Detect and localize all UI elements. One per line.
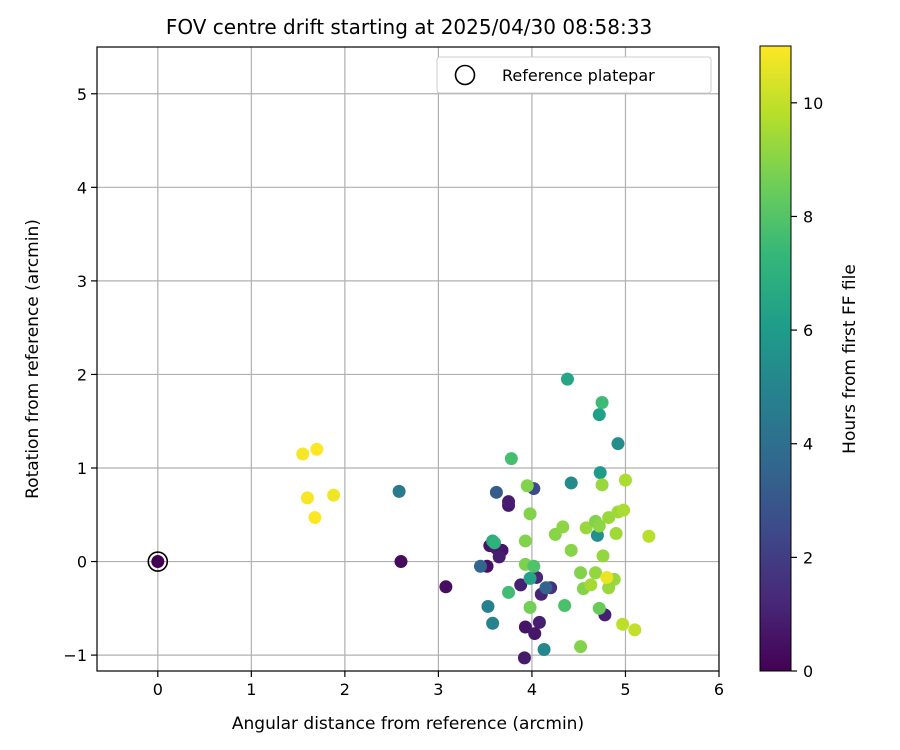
- y-tick-label: 4: [77, 178, 87, 197]
- data-point: [617, 503, 631, 517]
- data-point: [592, 519, 606, 533]
- data-point: [589, 566, 603, 580]
- colorbar-tick-label: 8: [803, 207, 813, 226]
- data-point: [564, 476, 578, 490]
- y-tick-label: 2: [77, 365, 87, 384]
- data-point: [492, 550, 506, 564]
- data-point: [596, 549, 610, 563]
- data-point: [616, 617, 630, 631]
- data-point: [556, 520, 570, 534]
- data-point: [488, 536, 502, 550]
- data-point: [592, 601, 606, 615]
- data-point: [151, 555, 165, 569]
- y-tick-label: 0: [77, 553, 87, 572]
- colorbar-tick-label: 2: [803, 548, 813, 567]
- data-point: [517, 651, 531, 665]
- data-point: [489, 485, 503, 499]
- data-point: [392, 484, 406, 498]
- colorbar-ticks: 0 2 4 6 8 10: [791, 94, 823, 681]
- colorbar: 0 2 4 6 8 10 Hours from first FF file: [759, 45, 860, 681]
- data-point: [532, 615, 546, 629]
- data-point: [560, 372, 574, 386]
- reference-marker: [147, 551, 169, 572]
- data-point: [611, 437, 625, 451]
- data-point: [558, 599, 572, 613]
- data-point: [600, 570, 614, 584]
- legend-entry-reference: Reference platepar: [502, 66, 655, 85]
- y-tick-label: −1: [63, 646, 87, 665]
- y-tick-label: 5: [77, 85, 87, 104]
- data-point: [514, 578, 528, 592]
- legend-reference-marker: [454, 64, 476, 86]
- x-axis-label: Angular distance from reference (arcmin): [232, 714, 584, 734]
- data-point: [574, 640, 588, 654]
- grid-lines: [97, 47, 719, 671]
- x-tick-label: 1: [246, 680, 256, 699]
- data-point: [574, 566, 588, 580]
- reference-marker-layer: [147, 551, 169, 572]
- data-point: [642, 529, 656, 543]
- colorbar-label: Hours from first FF file: [840, 264, 860, 454]
- data-point: [593, 466, 607, 480]
- data-point: [592, 408, 606, 422]
- data-point: [394, 555, 408, 569]
- colorbar-tick-label: 4: [803, 435, 813, 454]
- data-point: [473, 559, 487, 573]
- x-tick-label: 3: [433, 680, 443, 699]
- y-axis-label: Rotation from reference (arcmin): [23, 219, 43, 499]
- x-axis-ticks: 0 1 2 3 4 5 6: [153, 671, 724, 699]
- data-point: [539, 581, 553, 595]
- colorbar-tick-label: 6: [803, 321, 813, 340]
- data-point: [518, 534, 532, 548]
- data-point: [523, 571, 537, 585]
- scatter-points: [151, 372, 656, 665]
- data-point: [537, 642, 551, 656]
- data-point: [327, 488, 341, 502]
- data-point: [296, 447, 310, 461]
- y-tick-label: 3: [77, 272, 87, 291]
- x-tick-label: 6: [714, 680, 724, 699]
- data-point: [595, 396, 609, 410]
- data-point: [504, 452, 518, 466]
- data-point: [602, 511, 616, 525]
- data-point: [308, 511, 322, 525]
- y-tick-label: 1: [77, 459, 87, 478]
- data-point: [528, 627, 542, 641]
- data-point: [486, 616, 500, 630]
- data-point: [579, 521, 593, 535]
- data-point: [523, 507, 537, 521]
- data-point: [564, 543, 578, 557]
- data-point: [520, 479, 534, 493]
- data-point: [502, 495, 516, 509]
- data-point: [584, 578, 598, 592]
- data-point: [527, 559, 541, 573]
- data-point: [518, 620, 532, 634]
- data-point: [595, 478, 609, 492]
- plot-frame: [96, 46, 720, 672]
- legend: Reference platepar: [436, 56, 712, 94]
- x-tick-label: 5: [620, 680, 630, 699]
- data-point: [300, 491, 314, 505]
- legend-box: [436, 56, 712, 94]
- x-tick-label: 2: [340, 680, 350, 699]
- data-point: [523, 600, 537, 614]
- data-point: [502, 585, 516, 599]
- colorbar-gradient: [759, 45, 792, 672]
- colorbar-tick-label: 10: [803, 94, 823, 113]
- y-axis-ticks: −1 0 1 2 3 4 5: [63, 85, 97, 665]
- chart-title: FOV centre drift starting at 2025/04/30 …: [166, 15, 652, 39]
- x-tick-label: 4: [527, 680, 537, 699]
- data-point: [481, 599, 495, 613]
- data-point: [609, 526, 623, 540]
- data-point: [618, 473, 632, 487]
- data-point: [310, 442, 324, 456]
- data-point: [439, 580, 453, 594]
- colorbar-tick-label: 0: [803, 662, 813, 681]
- data-point: [628, 623, 642, 637]
- x-tick-label: 0: [153, 680, 163, 699]
